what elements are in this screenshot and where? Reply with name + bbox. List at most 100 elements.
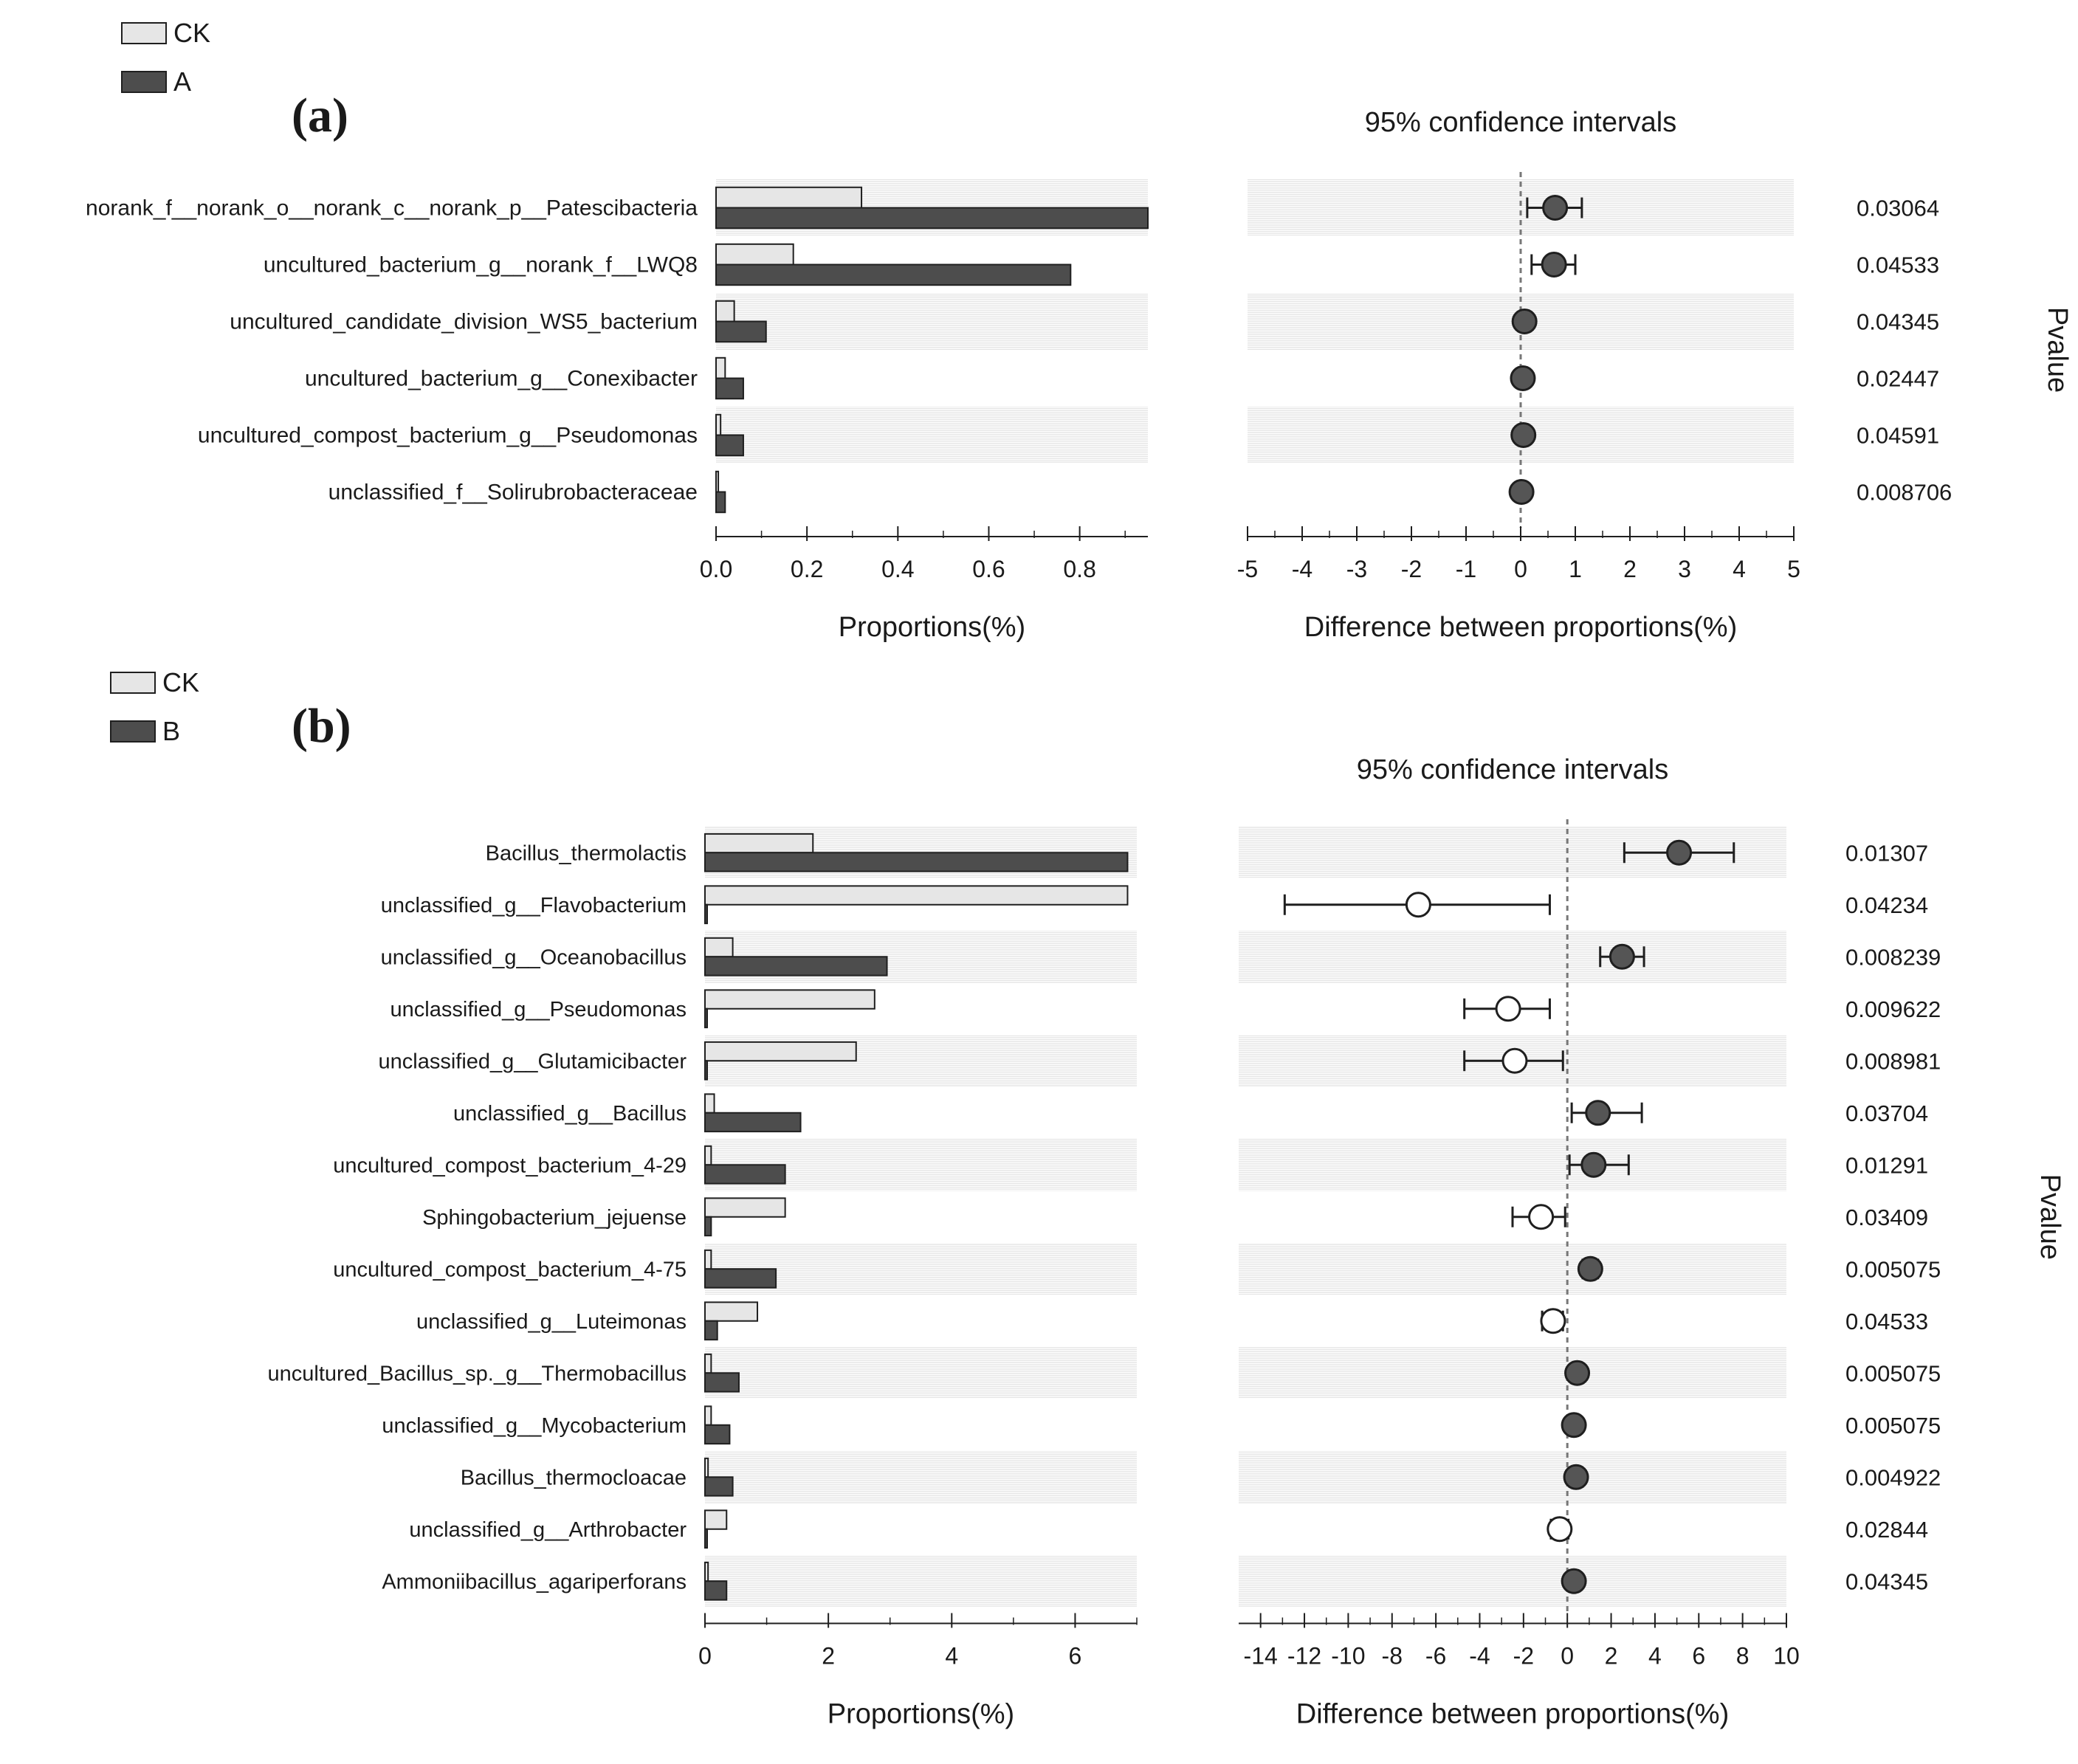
bar-b: [704, 1580, 728, 1601]
legend-swatch-a: [121, 71, 167, 93]
legend-swatch-ck: [121, 22, 167, 44]
bar-b: [704, 1372, 740, 1393]
category-label: unclassified_g__Bacillus: [453, 1102, 687, 1126]
ci-tick-label: 8: [1736, 1643, 1750, 1670]
bar-ck: [704, 1301, 759, 1322]
bar-ck: [715, 300, 735, 323]
category-label: unclassified_g__Oceanobacillus: [381, 945, 687, 969]
bar-b: [704, 1216, 712, 1237]
ci-tick-label: -2: [1401, 556, 1422, 582]
legend-label-ck: CK: [173, 18, 210, 48]
ci-point-filled: [1609, 943, 1635, 970]
bar-b: [704, 852, 1129, 872]
bar-a: [715, 263, 1072, 286]
category-label: Sphingobacterium_jejuense: [422, 1206, 687, 1230]
category-label: norank_f__norank_o__norank_c__norank_p__…: [86, 196, 698, 221]
ci-tick-label: -5: [1237, 556, 1258, 582]
ci-tick-label: -2: [1513, 1643, 1534, 1670]
row-band: [1239, 1139, 1786, 1191]
pvalue-axis-label: Pvalue: [2042, 307, 2073, 393]
bar-b: [704, 1528, 708, 1549]
bar-b: [704, 1112, 802, 1133]
x-tick-label: 0.0: [700, 556, 732, 582]
ci-point-filled: [1564, 1360, 1591, 1386]
bar-ck: [715, 243, 794, 266]
category-label: unclassified_g__Luteimonas: [416, 1310, 687, 1334]
ci-point-filled: [1511, 309, 1538, 334]
row-band: [705, 1451, 1137, 1503]
category-label: unclassified_g__Glutamicibacter: [379, 1050, 687, 1073]
bar-b: [704, 1476, 734, 1497]
p-value: 0.005075: [1845, 1256, 1941, 1282]
ci-tick-label: 3: [1678, 556, 1691, 582]
p-value: 0.04533: [1857, 252, 1939, 278]
bar-b: [704, 1424, 731, 1445]
p-value: 0.009622: [1845, 996, 1941, 1022]
bar-ck: [715, 470, 720, 493]
legend-label-b: B: [162, 716, 180, 746]
bar-ck: [704, 1509, 728, 1530]
bar-b: [704, 903, 708, 925]
row-band: [716, 293, 1148, 350]
x-tick-label: 0: [698, 1643, 712, 1670]
panel-label: (a): [292, 89, 348, 142]
ci-point-filled: [1561, 1568, 1587, 1594]
x-tick-label: 6: [1069, 1643, 1082, 1670]
ci-point-open: [1405, 892, 1431, 918]
ci-point-filled: [1580, 1151, 1607, 1178]
p-value: 0.005075: [1845, 1413, 1941, 1439]
category-label: uncultured_bacterium_g__norank_f__LWQ8: [264, 253, 698, 278]
p-value: 0.04345: [1845, 1568, 1928, 1594]
legend: CK A: [121, 18, 210, 97]
bar-ck: [704, 1353, 712, 1374]
ci-tick-label: -14: [1244, 1643, 1278, 1670]
p-value: 0.03409: [1845, 1205, 1928, 1230]
ci-tick-label: -3: [1346, 556, 1367, 582]
row-band: [716, 407, 1148, 464]
ci-point-open: [1501, 1047, 1528, 1074]
bar-b: [704, 956, 888, 976]
legend-label-ck: CK: [162, 667, 199, 697]
ci-tick-label: -12: [1287, 1643, 1321, 1670]
bar-a: [715, 320, 767, 343]
ci-tick-label: 4: [1648, 1643, 1662, 1670]
p-value: 0.03064: [1857, 196, 1939, 221]
bar-a: [715, 491, 726, 514]
ci-axis-title: Difference between proportions(%): [1304, 612, 1738, 643]
panel-label: (b): [292, 699, 351, 753]
bar-b: [704, 1060, 708, 1081]
ci-tick-label: -4: [1292, 556, 1312, 582]
ci-tick-label: 1: [1569, 556, 1582, 582]
ci-tick-label: 0: [1514, 556, 1527, 582]
ci-tick-label: 4: [1733, 556, 1746, 582]
p-value: 0.008239: [1845, 944, 1941, 970]
ci-point-filled: [1666, 839, 1693, 866]
bar-b: [704, 1320, 718, 1341]
bar-ck: [704, 1041, 857, 1062]
bar-b: [704, 1007, 708, 1029]
bar-b: [704, 1268, 777, 1289]
ci-point-filled: [1508, 479, 1535, 505]
p-value: 0.008706: [1857, 480, 1952, 506]
bar-ck: [704, 1197, 786, 1218]
bar-ck: [704, 1093, 715, 1114]
ci-tick-label: 0: [1561, 1643, 1574, 1670]
category-label: uncultured_compost_bacterium_g__Pseudomo…: [198, 424, 698, 448]
category-label: unclassified_f__Solirubrobacteraceae: [328, 480, 698, 505]
ci-tick-label: 2: [1623, 556, 1637, 582]
category-label: uncultured_candidate_division_WS5_bacter…: [230, 310, 698, 334]
x-tick-label: 0.2: [791, 556, 823, 582]
ci-tick-label: -1: [1456, 556, 1476, 582]
ci-tick-label: 10: [1773, 1643, 1800, 1670]
legend-swatch-ck: [110, 672, 156, 694]
bar-b: [704, 1164, 786, 1185]
ci-tick-label: 6: [1692, 1643, 1705, 1670]
x-axis-title: Proportions(%): [828, 1699, 1014, 1730]
ci-point-filled: [1510, 365, 1536, 391]
bar-ck: [704, 1561, 709, 1582]
category-label: Bacillus_thermocloacae: [461, 1466, 687, 1489]
ci-tick-label: -8: [1382, 1643, 1403, 1670]
row-band: [1239, 1243, 1786, 1295]
bar-ck: [704, 1249, 712, 1270]
